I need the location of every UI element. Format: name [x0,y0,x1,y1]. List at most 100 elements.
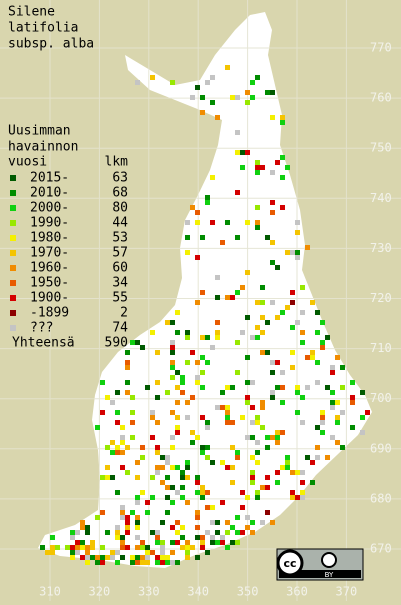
observation-square [230,445,235,450]
observation-square [335,440,340,445]
observation-square [125,545,130,550]
observation-square [265,435,270,440]
observation-square [205,445,210,450]
observation-square [175,490,180,495]
observation-square [265,90,270,95]
observation-square [55,545,60,550]
observation-square [180,375,185,380]
observation-square [155,540,160,545]
observation-square [240,285,245,290]
observation-square [140,560,145,565]
observation-square [320,410,325,415]
observation-square [155,350,160,355]
observation-square [185,460,190,465]
observations [40,65,370,565]
observation-square [205,425,210,430]
observation-square [155,465,160,470]
observation-square [275,315,280,320]
observation-square [220,240,225,245]
observation-square [260,330,265,335]
easting-label: 340 [187,585,209,599]
observation-square [245,220,250,225]
observation-square [255,415,260,420]
northing-label: 730 [370,241,392,255]
observation-square [125,365,130,370]
observation-square [110,555,115,560]
observation-square [70,555,75,560]
observation-square [200,490,205,495]
observation-square [170,375,175,380]
easting-label: 320 [89,585,111,599]
observation-square [295,410,300,415]
observation-square [175,465,180,470]
observation-square [300,470,305,475]
northing-label: 770 [370,41,392,55]
observation-square [145,385,150,390]
observation-square [275,385,280,390]
observation-square [95,515,100,520]
observation-square [275,480,280,485]
observation-square [130,395,135,400]
legend-label: 1950- [30,276,69,291]
title-line: Silene [8,5,55,20]
observation-square [165,495,170,500]
observation-square [130,555,135,560]
observation-square [215,540,220,545]
observation-square [310,300,315,305]
observation-square [235,370,240,375]
observation-square [270,210,275,215]
observation-square [105,395,110,400]
observation-square [185,330,190,335]
observation-square [235,340,240,345]
observation-square [290,290,295,295]
observation-square [335,415,340,420]
observation-square [260,285,265,290]
observation-square [245,435,250,440]
observation-square [140,490,145,495]
observation-square [50,545,55,550]
observation-square [85,555,90,560]
observation-square [230,540,235,545]
observation-square [175,330,180,335]
legend-count: 68 [112,186,128,201]
observation-square [255,440,260,445]
observation-square [210,460,215,465]
observation-square [185,540,190,545]
observation-square [185,235,190,240]
easting-label: 360 [286,585,308,599]
observation-square [195,490,200,495]
observation-square [230,420,235,425]
observation-square [125,390,130,395]
observation-square [165,475,170,480]
observation-square [350,425,355,430]
observation-square [325,385,330,390]
observation-square [255,300,260,305]
observation-square [185,475,190,480]
observation-square [215,520,220,525]
observation-square [155,445,160,450]
legend-swatch [10,235,16,241]
northing-label: 690 [370,441,392,455]
observation-square [150,435,155,440]
observation-square [200,450,205,455]
observation-square [240,330,245,335]
observation-square [135,80,140,85]
legend-swatch [10,220,16,226]
observation-square [220,540,225,545]
observation-square [205,195,210,200]
observation-square [310,480,315,485]
observation-square [185,400,190,405]
observation-square [250,530,255,535]
observation-square [235,95,240,100]
observation-square [185,465,190,470]
observation-square [280,155,285,160]
legend-label: 1990- [30,216,69,231]
observation-square [235,455,240,460]
observation-square [140,455,145,460]
observation-square [320,345,325,350]
observation-square [255,420,260,425]
observation-square [155,380,160,385]
observation-square [90,540,95,545]
observation-square [280,120,285,125]
